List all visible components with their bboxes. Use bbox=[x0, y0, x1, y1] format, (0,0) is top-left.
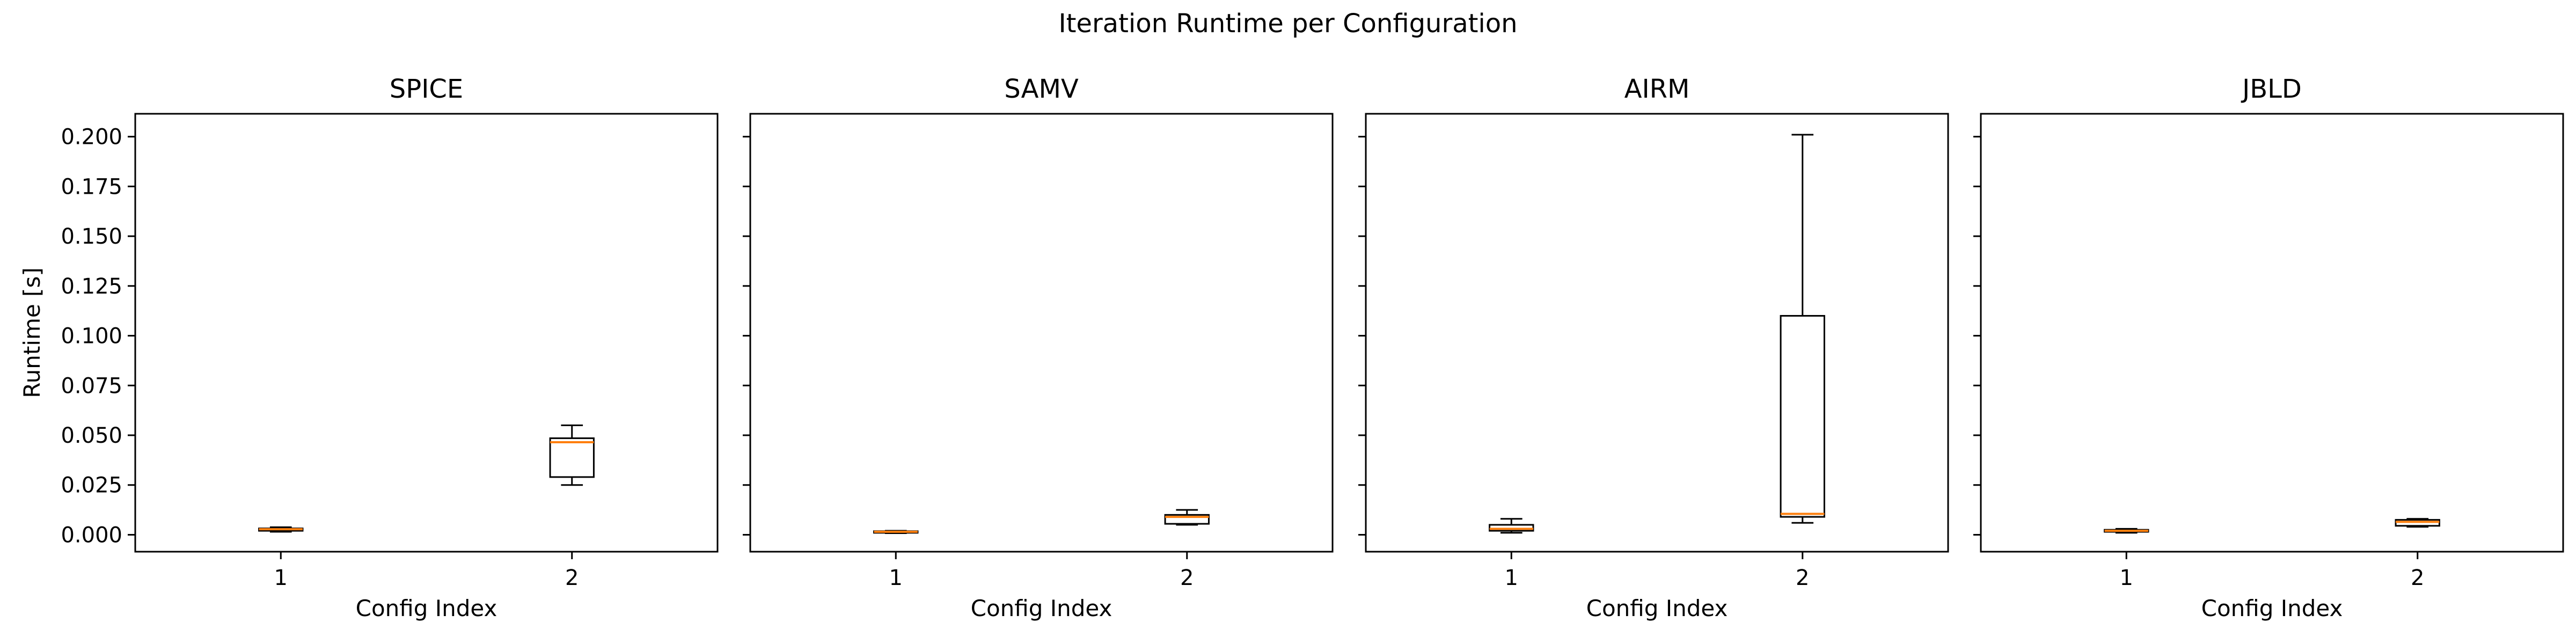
y-axis-label: Runtime [s] bbox=[19, 267, 45, 398]
panel-title: AIRM bbox=[1624, 74, 1690, 104]
x-tick-label: 2 bbox=[1180, 566, 1194, 590]
y-tick-label: 0.200 bbox=[61, 125, 122, 150]
panel-title: JBLD bbox=[2241, 74, 2302, 104]
box-2 bbox=[1164, 509, 1210, 526]
x-tick-label: 1 bbox=[274, 566, 288, 590]
y-tick-label: 0.050 bbox=[61, 423, 122, 448]
box-2 bbox=[1780, 134, 1825, 524]
x-axis-label: Config Index bbox=[356, 595, 497, 621]
box-body bbox=[1164, 514, 1210, 525]
box-body bbox=[549, 437, 595, 478]
y-tick-label: 0.175 bbox=[61, 174, 122, 199]
figure-title: Iteration Runtime per Configuration bbox=[1058, 9, 1517, 39]
x-axis-label: Config Index bbox=[2201, 595, 2343, 621]
box-2 bbox=[2395, 518, 2440, 528]
x-tick-label: 2 bbox=[565, 566, 579, 590]
x-tick-label: 2 bbox=[2411, 566, 2424, 590]
plot-frame bbox=[1365, 113, 1949, 553]
plot-frame bbox=[1980, 113, 2564, 553]
plot-frame bbox=[749, 113, 1334, 553]
y-tick-label: 0.000 bbox=[61, 523, 122, 547]
panel-title: SPICE bbox=[390, 74, 463, 104]
x-axis-label: Config Index bbox=[971, 595, 1113, 621]
x-tick-label: 2 bbox=[1796, 566, 1809, 590]
box-1 bbox=[873, 530, 919, 535]
box-1 bbox=[258, 526, 304, 533]
plot-frame bbox=[134, 113, 719, 553]
box-1 bbox=[1489, 518, 1534, 534]
panel-3: AIRM 1 2 Config Index bbox=[1358, 74, 1949, 621]
panels: SPICE 0.000 0.025 0.050 0.075 0.100 0.125 0.150… bbox=[19, 74, 2564, 621]
x-tick-label: 1 bbox=[1505, 566, 1518, 590]
panel-4: JBLD 1 2 Config Index bbox=[1973, 74, 2564, 621]
y-tick-label: 0.125 bbox=[61, 274, 122, 299]
y-tick-label: 0.075 bbox=[61, 374, 122, 398]
x-axis-label: Config Index bbox=[1586, 595, 1728, 621]
y-tick-label: 0.150 bbox=[61, 224, 122, 249]
panel-2: SAMV 1 2 Config Index bbox=[743, 74, 1334, 621]
panel-1: SPICE 0.000 0.025 0.050 0.075 0.100 0.125 0.150… bbox=[19, 74, 719, 621]
y-tick-label: 0.025 bbox=[61, 473, 122, 498]
box-2 bbox=[549, 424, 595, 486]
box-body bbox=[1780, 314, 1825, 518]
box-1 bbox=[2104, 528, 2149, 534]
panel-title: SAMV bbox=[1004, 74, 1079, 104]
x-tick-label: 1 bbox=[889, 566, 903, 590]
y-tick-label: 0.100 bbox=[61, 324, 122, 349]
x-tick-label: 1 bbox=[2120, 566, 2133, 590]
